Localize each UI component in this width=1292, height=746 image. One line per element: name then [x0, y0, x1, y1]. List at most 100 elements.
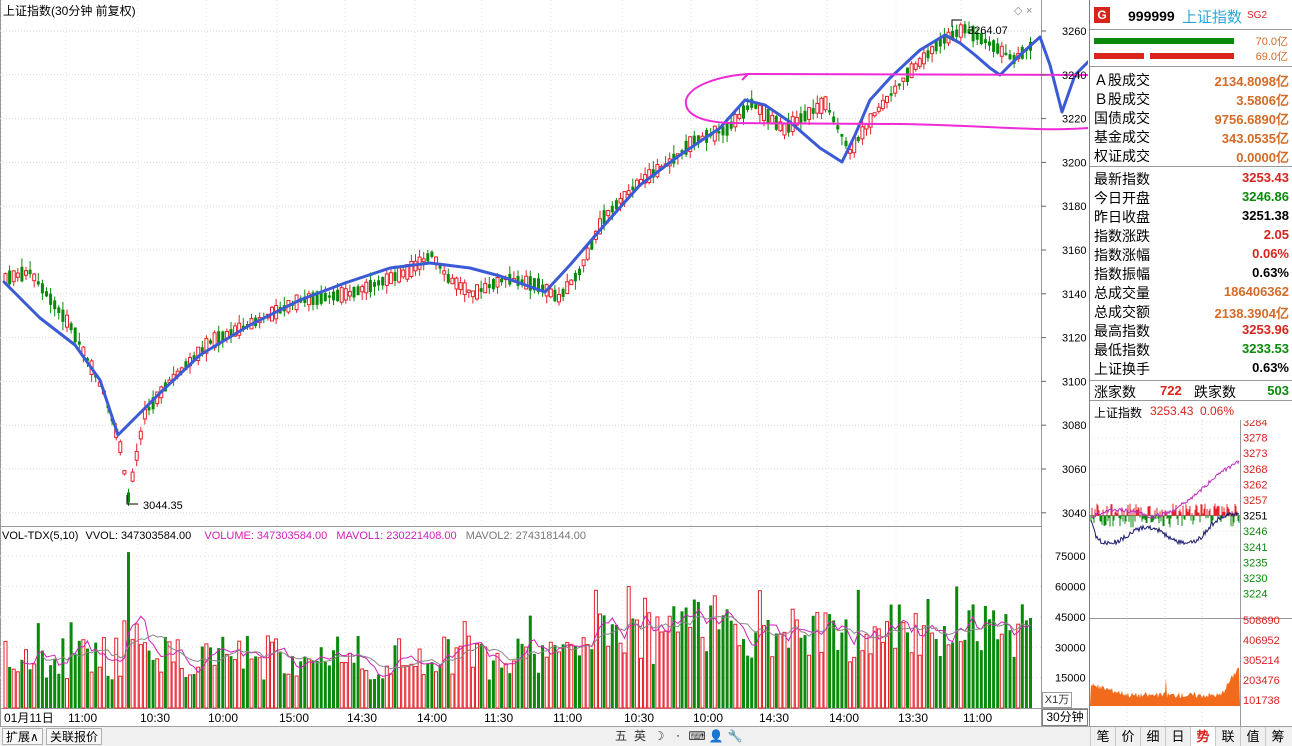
- mini-price-lines: [1090, 460, 1240, 546]
- quote-row: 指数振幅 0.63%: [1090, 263, 1292, 282]
- volume-tick: 30000: [1055, 642, 1086, 654]
- ime-button[interactable]: 🔧: [727, 729, 743, 743]
- mini-price-tick: 3241: [1243, 542, 1267, 554]
- quote-row-label: Ｂ股成交: [1094, 91, 1150, 107]
- mini-volume-area: [1090, 667, 1240, 706]
- quote-row-label: 指数涨幅: [1094, 247, 1150, 263]
- quote-row-label: 最新指数: [1094, 171, 1150, 187]
- rise-count-label: 涨家数: [1094, 384, 1136, 400]
- close-icon[interactable]: ×: [1026, 5, 1032, 17]
- quote-row-label: 总成交量: [1094, 285, 1150, 301]
- quote-row-label: Ａ股成交: [1094, 72, 1150, 88]
- related-quote-button[interactable]: 关联报价: [46, 728, 103, 745]
- quote-row: 指数涨幅 0.06%: [1090, 244, 1292, 263]
- vol-volume: VOLUME: 347303584.00: [204, 530, 327, 542]
- time-tick: 14:30: [759, 711, 789, 725]
- ime-button[interactable]: 五: [614, 729, 627, 743]
- price-tick: 3100: [1062, 376, 1086, 388]
- mini-volume-tick: 406952: [1243, 635, 1280, 647]
- view-tab[interactable]: 势: [1190, 727, 1215, 746]
- quote-row-value: 3.5806亿: [1236, 93, 1289, 108]
- ime-button[interactable]: ⌨: [688, 729, 706, 743]
- quote-row: 最新指数 3253.43: [1090, 168, 1292, 187]
- price-axis: 3260 3240 3220 3200 3180 3160 3140 3120 3100 3080…: [1041, 26, 1086, 520]
- quote-row: 昨日收盘 3251.38: [1090, 206, 1292, 225]
- high-marker: [951, 19, 962, 27]
- intraday-mini-chart[interactable]: 3284 3278 3273 3268 3262 3257 3251 3246 3241 3235…: [1090, 420, 1292, 726]
- quote-row-value: 3246.86: [1242, 189, 1289, 204]
- volume-tick: 15000: [1055, 673, 1086, 685]
- quote-row-label: 指数涨跌: [1094, 228, 1150, 244]
- bottom-toolbar: 扩展∧ 关联报价 五英 ☽ ⸱ ⌨ 👤 🔧 笔价细日势联值筹: [0, 726, 1292, 746]
- period-selector[interactable]: 30分钟: [1042, 709, 1088, 726]
- diamond-icon[interactable]: ◇: [1014, 5, 1023, 17]
- view-tab[interactable]: 联: [1215, 727, 1240, 746]
- ime-button[interactable]: ⸱: [676, 729, 680, 743]
- quote-header: G 999999 上证指数 SG2: [1090, 0, 1292, 30]
- quote-row-value: 2138.3904亿: [1214, 306, 1289, 321]
- kline-chart[interactable]: 3260 3240 3220 3200 3180 3160 3140 3120 3100 3080…: [0, 0, 1088, 726]
- quote-row-label: 最低指数: [1094, 342, 1150, 358]
- buy-volume-value: 70.0亿: [1255, 36, 1288, 48]
- view-tab[interactable]: 价: [1115, 727, 1140, 746]
- vol-indicator-name: VOL-TDX(5,10): [2, 530, 78, 542]
- quote-row: 最高指数 3253.96: [1090, 320, 1292, 339]
- ime-button[interactable]: 👤: [708, 729, 724, 743]
- grid-lines: [0, 0, 1041, 708]
- time-tick: 11:00: [68, 711, 97, 725]
- volume-bars: [3, 552, 1032, 709]
- stock-name: 上证指数: [1182, 9, 1243, 26]
- view-tab[interactable]: 细: [1140, 727, 1165, 746]
- time-tick: 13:30: [898, 711, 928, 725]
- ime-button[interactable]: 英: [633, 729, 646, 743]
- quote-row-label: 国债成交: [1094, 110, 1150, 126]
- view-tab[interactable]: 值: [1240, 727, 1265, 746]
- volume-ma-lines: [21, 608, 1031, 677]
- mini-price: 3253.43: [1150, 404, 1194, 418]
- vol-mavol1: MAVOL1: 230221408.00: [336, 530, 456, 542]
- mini-price-tick: 3273: [1243, 448, 1267, 460]
- low-marker: [126, 495, 138, 505]
- quote-row: 最低指数 3233.53: [1090, 339, 1292, 358]
- price-tick: 3040: [1062, 508, 1086, 520]
- quote-row-label: 指数振幅: [1094, 266, 1150, 282]
- quote-row-value: 3253.96: [1242, 322, 1289, 337]
- mini-volume-tick: 101738: [1243, 695, 1280, 707]
- quote-row: 指数涨跌 2.05: [1090, 225, 1292, 244]
- quote-row-value: 3253.43: [1242, 170, 1289, 185]
- view-tab[interactable]: 笔: [1090, 727, 1115, 746]
- quote-row-label: 权证成交: [1094, 148, 1150, 164]
- time-tick: 10:00: [208, 711, 238, 725]
- mini-price-tick: 3224: [1243, 589, 1267, 601]
- time-tick: 01月11日: [4, 711, 54, 725]
- quote-row: 总成交额 2138.3904亿: [1090, 301, 1292, 321]
- vol-mavol2: MAVOL2: 274318144.00: [466, 530, 586, 542]
- sell-volume-bar-a: [1094, 53, 1144, 59]
- expand-button[interactable]: 扩展∧: [2, 728, 43, 745]
- ime-button[interactable]: ☽: [653, 729, 665, 743]
- mini-axis: 3284 3278 3273 3268 3262 3257 3251 3246 3241 3235…: [1243, 420, 1280, 707]
- quote-row-value: 9756.6890亿: [1214, 112, 1289, 127]
- time-tick: 10:30: [624, 711, 654, 725]
- chart-title: 上证指数(30分钟 前复权): [3, 3, 136, 18]
- buy-volume-bar: [1094, 38, 1234, 44]
- price-tick: 3140: [1062, 289, 1086, 301]
- quote-row-value: 0.63%: [1252, 360, 1289, 375]
- price-tick: 3080: [1062, 420, 1086, 432]
- time-tick: 11:30: [484, 711, 513, 725]
- volume-tick: 45000: [1055, 612, 1086, 624]
- quote-row-value: 0.0000亿: [1236, 150, 1289, 165]
- price-tick: 3120: [1062, 333, 1086, 345]
- quote-row: Ｂ股成交 3.5806亿: [1090, 88, 1292, 108]
- view-tab[interactable]: 日: [1165, 727, 1190, 746]
- quote-row: 上证换手 0.63%: [1090, 358, 1292, 377]
- stock-code: 999999: [1128, 8, 1175, 24]
- view-tab[interactable]: 筹: [1265, 727, 1290, 746]
- g-badge[interactable]: G: [1094, 7, 1110, 23]
- quote-row-label: 昨日收盘: [1094, 209, 1150, 225]
- mini-price-tick: 3262: [1243, 479, 1267, 491]
- hand-drawn-annotations: [2, 33, 1088, 437]
- sell-volume-value: 69.0亿: [1255, 51, 1288, 63]
- mini-price-tick: 3257: [1243, 495, 1267, 507]
- time-tick: 10:00: [693, 711, 723, 725]
